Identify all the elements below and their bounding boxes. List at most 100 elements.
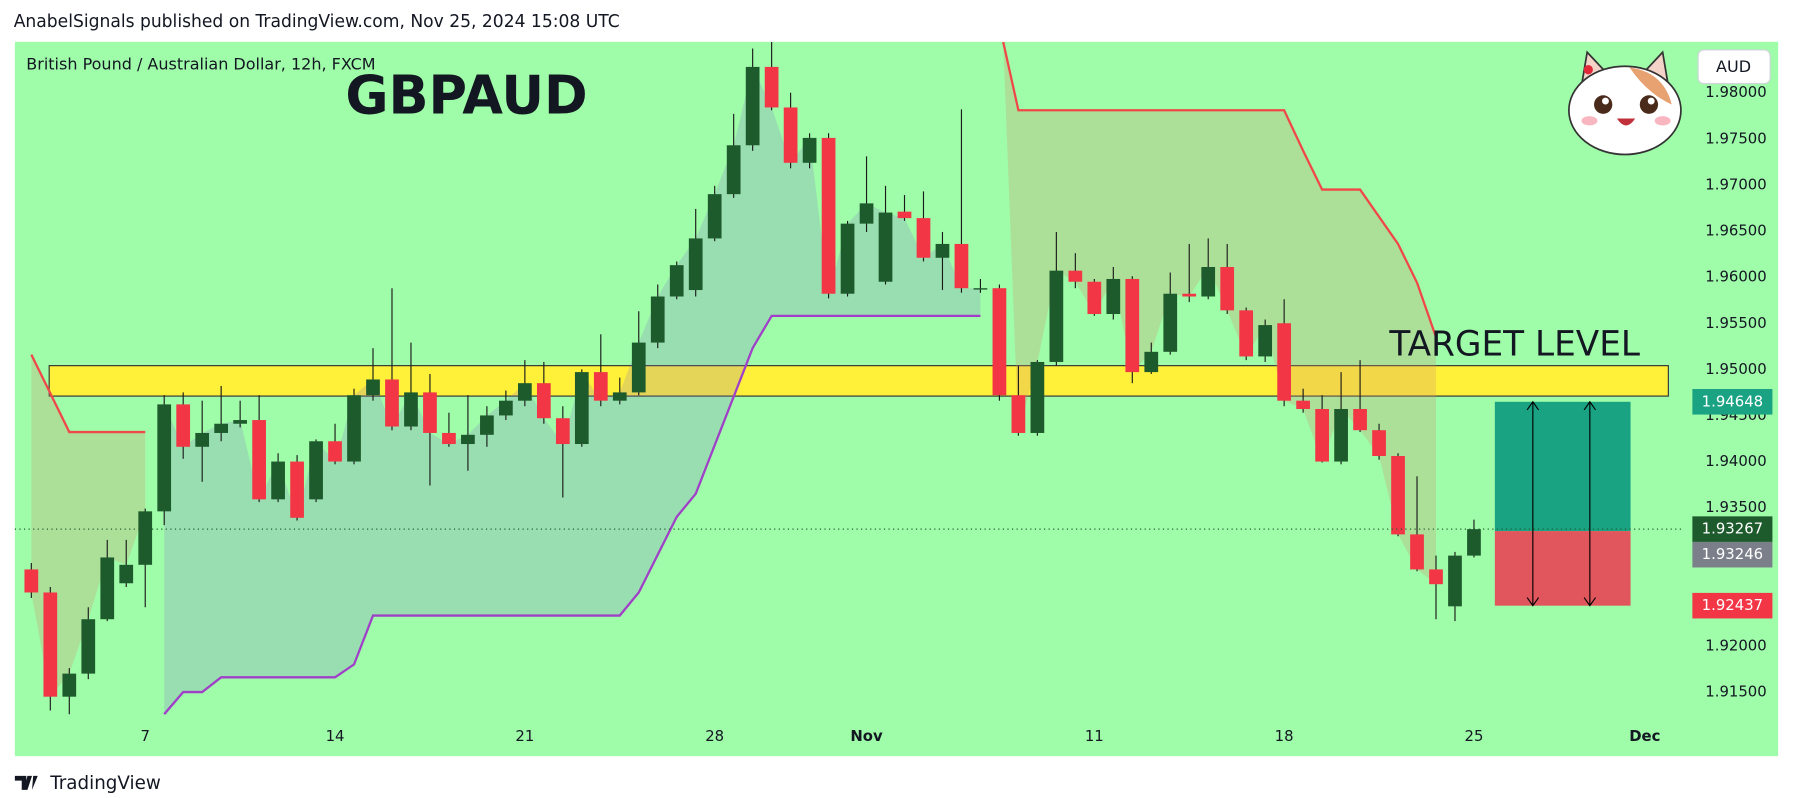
currency-label: AUD <box>1716 57 1751 76</box>
candle-body <box>574 372 589 445</box>
candle-body <box>840 223 855 294</box>
x-tick-label: 25 <box>1465 727 1484 745</box>
x-tick-label: 11 <box>1085 727 1104 745</box>
candle-body <box>650 296 665 343</box>
currency-button[interactable] <box>1697 49 1771 85</box>
indicator-line <box>1002 41 1438 338</box>
candle-body <box>309 441 323 500</box>
target-zone <box>48 365 1669 397</box>
candle-body <box>119 564 134 584</box>
candle-body <box>783 107 798 163</box>
candle-body <box>24 569 39 593</box>
y-tick-label: 1.91500 <box>1705 682 1766 700</box>
candle-body <box>802 137 817 163</box>
y-tick-label: 1.96000 <box>1705 268 1766 286</box>
candle-body <box>43 592 58 697</box>
candle-body <box>1201 266 1216 297</box>
candle-body <box>1353 408 1367 431</box>
candle-body <box>81 619 96 674</box>
candle-body <box>764 66 779 108</box>
candle-body <box>1429 569 1443 585</box>
cat-icon <box>1568 50 1682 156</box>
candle-body <box>480 415 494 435</box>
indicator-line <box>30 354 146 434</box>
candle-body <box>442 432 456 445</box>
candle-body <box>973 288 988 290</box>
x-tick-label: 18 <box>1275 727 1294 745</box>
candle-body <box>745 66 760 146</box>
candle-body <box>100 557 115 620</box>
candle-body <box>897 211 912 219</box>
candle-body <box>499 400 513 416</box>
candle-body <box>1125 278 1140 373</box>
price-label: 1.93246 <box>1702 545 1763 563</box>
candle-body <box>1106 278 1121 315</box>
candle-body <box>366 379 380 396</box>
position-profit <box>1494 401 1631 532</box>
measure-arrow <box>1526 400 1540 607</box>
price-label-box <box>1692 541 1773 568</box>
y-tick-label: 1.93500 <box>1705 498 1766 516</box>
candle-body <box>536 383 551 419</box>
price-label: 1.94648 <box>1702 392 1763 410</box>
y-tick-label: 1.97000 <box>1705 175 1766 193</box>
candle-body <box>1011 395 1026 433</box>
candle-body <box>916 218 931 258</box>
candle-body <box>62 673 77 697</box>
candle-body <box>461 434 475 445</box>
plot: 1.915001.920001.935001.940001.945001.950… <box>14 41 1773 745</box>
candle-body <box>954 243 969 289</box>
candle-body <box>290 461 304 518</box>
candle-body <box>1030 361 1045 433</box>
candle-body <box>385 379 399 427</box>
indicator-line <box>163 314 981 715</box>
symbol-title: British Pound / Australian Dollar, 12h, … <box>26 54 375 73</box>
x-tick-label: Nov <box>850 727 883 745</box>
candle-body <box>612 392 627 401</box>
candle-body <box>347 395 361 462</box>
candle-body <box>593 372 608 401</box>
candle-body <box>1144 351 1159 373</box>
candle-body <box>1239 310 1254 357</box>
band-fill <box>1003 42 1437 585</box>
candle-body <box>1448 555 1462 607</box>
y-tick-label: 1.92000 <box>1705 636 1766 654</box>
y-tick-label: 1.95500 <box>1705 314 1766 332</box>
candle-body <box>233 420 247 424</box>
x-tick-label: 21 <box>515 727 534 745</box>
y-tick-label: 1.95000 <box>1705 360 1766 378</box>
candle-body <box>1334 408 1348 462</box>
tradingview-logo <box>14 775 38 790</box>
price-label: 1.92437 <box>1702 596 1763 614</box>
price-label: 1.93267 <box>1702 520 1763 538</box>
candle-body <box>176 404 191 447</box>
candle-body <box>328 441 342 462</box>
candle-body <box>726 145 741 195</box>
candle-body <box>138 511 153 565</box>
candle-body <box>821 137 836 294</box>
band-fill <box>31 354 146 697</box>
candle-body <box>195 432 210 447</box>
symbol-annotation: GBPAUD <box>345 64 587 127</box>
candle-body <box>1372 430 1386 457</box>
candle-body <box>992 288 1007 396</box>
plot-area <box>24 41 1669 715</box>
candle-body <box>1182 293 1197 297</box>
candle-body <box>1087 281 1102 315</box>
candle-body <box>688 238 703 291</box>
candle-body <box>252 420 266 500</box>
candle-body <box>555 418 570 445</box>
candle-body <box>157 404 172 512</box>
candle-body <box>271 461 285 500</box>
candle-body <box>518 383 532 401</box>
chart-background <box>14 41 1779 757</box>
candle-body <box>404 392 418 427</box>
candle-body <box>423 392 437 433</box>
candle-body <box>1410 534 1424 570</box>
price-label-box <box>1692 389 1773 415</box>
x-tick-label: 28 <box>705 727 724 745</box>
candle-body <box>1277 323 1292 401</box>
target-annotation: TARGET LEVEL <box>1388 324 1640 364</box>
candle-body <box>1049 270 1064 362</box>
publish-header: AnabelSignals published on TradingView.c… <box>14 12 620 32</box>
